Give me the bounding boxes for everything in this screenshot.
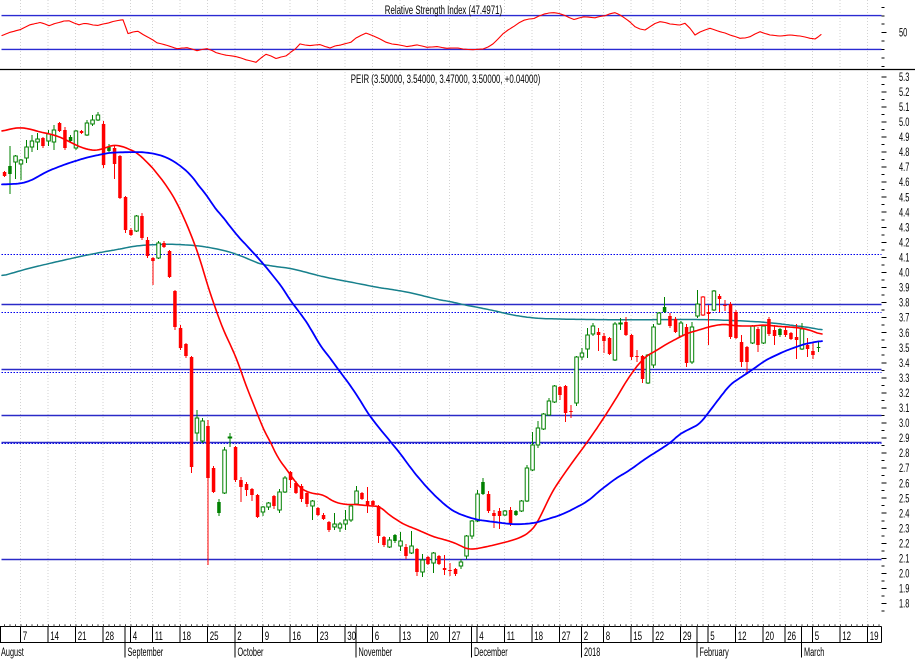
- svg-text:2018: 2018: [584, 646, 601, 659]
- svg-text:3.3: 3.3: [899, 372, 910, 385]
- svg-text:18: 18: [182, 630, 191, 643]
- svg-text:2.2: 2.2: [899, 538, 910, 551]
- svg-text:1.8: 1.8: [899, 598, 910, 611]
- svg-text:2.7: 2.7: [899, 463, 910, 476]
- svg-text:3.5: 3.5: [899, 342, 910, 355]
- svg-text:4.4: 4.4: [899, 207, 910, 220]
- svg-text:20: 20: [765, 630, 774, 643]
- svg-text:14: 14: [50, 630, 59, 643]
- svg-text:27: 27: [452, 630, 461, 643]
- svg-text:December: December: [474, 646, 508, 659]
- svg-text:4.7: 4.7: [899, 162, 910, 175]
- svg-text:4.0: 4.0: [899, 267, 910, 280]
- svg-text:4: 4: [479, 630, 484, 643]
- svg-text:12: 12: [842, 630, 851, 643]
- svg-text:11: 11: [155, 630, 163, 643]
- svg-text:8: 8: [606, 630, 611, 643]
- svg-text:18: 18: [534, 630, 543, 643]
- svg-text:5: 5: [710, 630, 715, 643]
- svg-text:15: 15: [633, 630, 642, 643]
- svg-text:4.1: 4.1: [899, 252, 910, 265]
- svg-text:3.6: 3.6: [899, 327, 910, 340]
- svg-text:October: October: [238, 646, 265, 659]
- svg-text:4.5: 4.5: [899, 192, 910, 205]
- svg-text:3.8: 3.8: [899, 297, 910, 310]
- svg-text:13: 13: [402, 630, 411, 643]
- svg-text:3.0: 3.0: [899, 417, 910, 430]
- svg-text:4.6: 4.6: [899, 177, 910, 190]
- svg-text:2.1: 2.1: [899, 553, 910, 566]
- svg-text:19: 19: [870, 630, 879, 643]
- svg-text:2.9: 2.9: [899, 432, 910, 445]
- svg-text:4.3: 4.3: [899, 222, 910, 235]
- svg-text:2.5: 2.5: [899, 493, 910, 506]
- svg-text:2.4: 2.4: [899, 508, 910, 521]
- svg-text:4.9: 4.9: [899, 131, 910, 144]
- svg-text:5.3: 5.3: [899, 71, 910, 84]
- svg-text:PEIR (3.50000, 3.54000, 3.4700: PEIR (3.50000, 3.54000, 3.47000, 3.50000…: [351, 74, 541, 87]
- svg-text:1.9: 1.9: [899, 583, 910, 596]
- svg-text:5.2: 5.2: [899, 86, 910, 99]
- svg-text:4: 4: [133, 630, 138, 643]
- svg-text:21: 21: [78, 630, 87, 643]
- svg-text:26: 26: [787, 630, 796, 643]
- svg-text:August: August: [1, 646, 24, 659]
- svg-text:5.0: 5.0: [899, 116, 910, 129]
- svg-text:Relative Strength Index (47.49: Relative Strength Index (47.4971): [385, 4, 502, 17]
- svg-text:9: 9: [265, 630, 270, 643]
- svg-text:3.7: 3.7: [899, 312, 910, 325]
- svg-text:2.6: 2.6: [899, 478, 910, 491]
- svg-text:2: 2: [584, 630, 589, 643]
- svg-text:2.8: 2.8: [899, 448, 910, 461]
- svg-text:6: 6: [375, 630, 380, 643]
- svg-text:25: 25: [210, 630, 219, 643]
- svg-text:22: 22: [655, 630, 664, 643]
- svg-text:12: 12: [738, 630, 747, 643]
- svg-text:3.1: 3.1: [899, 402, 910, 415]
- svg-text:February: February: [700, 646, 729, 659]
- svg-text:November: November: [359, 646, 393, 659]
- svg-text:30: 30: [347, 630, 356, 643]
- svg-text:16: 16: [292, 630, 301, 643]
- svg-text:3.9: 3.9: [899, 282, 910, 295]
- svg-text:2.0: 2.0: [899, 568, 910, 581]
- svg-text:September: September: [128, 646, 164, 659]
- svg-text:28: 28: [105, 630, 114, 643]
- svg-text:27: 27: [562, 630, 571, 643]
- svg-text:50: 50: [899, 27, 908, 40]
- svg-text:23: 23: [320, 630, 329, 643]
- svg-text:29: 29: [683, 630, 692, 643]
- svg-text:3.4: 3.4: [899, 357, 910, 370]
- svg-text:4.8: 4.8: [899, 147, 910, 160]
- svg-text:5.1: 5.1: [899, 101, 910, 114]
- svg-text:3.2: 3.2: [899, 387, 910, 400]
- svg-text:2.3: 2.3: [899, 523, 910, 536]
- svg-text:7: 7: [23, 630, 28, 643]
- svg-text:March: March: [804, 646, 824, 659]
- svg-text:20: 20: [430, 630, 439, 643]
- svg-text:2: 2: [237, 630, 242, 643]
- svg-text:4.2: 4.2: [899, 237, 910, 250]
- svg-text:11: 11: [507, 630, 515, 643]
- svg-text:5: 5: [815, 630, 820, 643]
